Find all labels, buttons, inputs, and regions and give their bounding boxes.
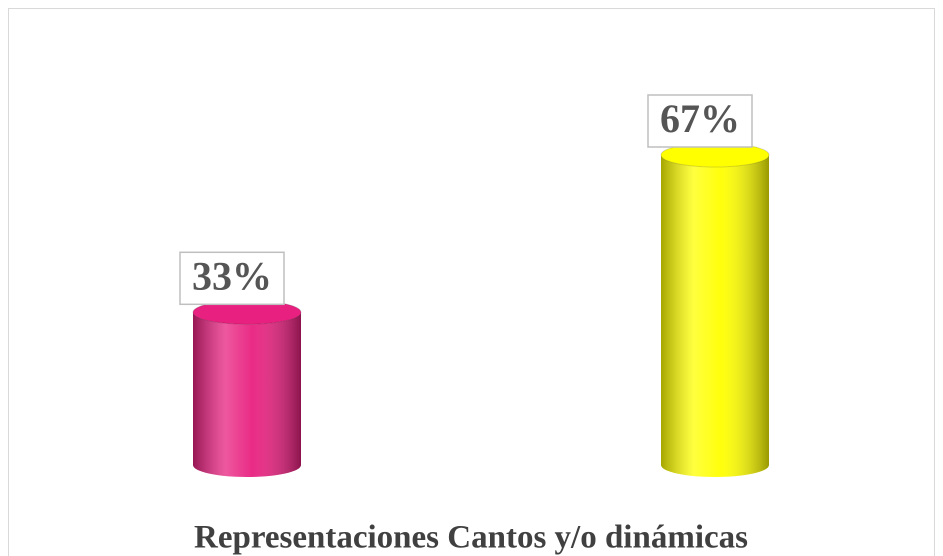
- data-label: 33%: [192, 253, 272, 298]
- data-label-box: [179, 251, 285, 306]
- bar-shade: [193, 312, 301, 477]
- data-label-box: [647, 94, 753, 148]
- chart-border: [8, 8, 935, 556]
- data-label: 67%: [660, 96, 740, 141]
- bar-shade: [661, 155, 769, 477]
- chart-title: Representaciones Cantos y/o dinámicas: [194, 520, 748, 556]
